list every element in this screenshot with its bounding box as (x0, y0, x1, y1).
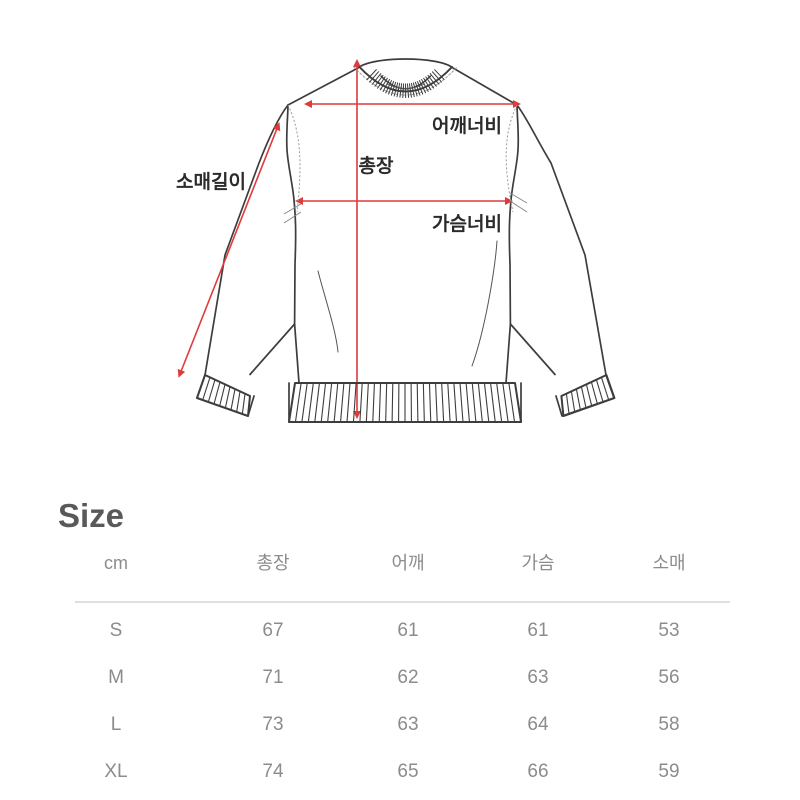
svg-text:67: 67 (262, 620, 283, 641)
svg-text:71: 71 (262, 667, 283, 688)
svg-text:소매: 소매 (652, 553, 685, 573)
svg-text:56: 56 (658, 667, 679, 688)
svg-text:어깨너비: 어깨너비 (432, 115, 502, 137)
svg-text:58: 58 (658, 714, 679, 735)
svg-text:총장: 총장 (359, 155, 394, 177)
svg-text:63: 63 (527, 667, 548, 688)
svg-text:가슴: 가슴 (521, 553, 554, 573)
svg-text:74: 74 (262, 761, 284, 782)
svg-text:어깨: 어깨 (391, 553, 424, 573)
svg-text:M: M (108, 667, 124, 688)
svg-text:66: 66 (527, 761, 548, 782)
svg-text:59: 59 (658, 761, 679, 782)
svg-text:73: 73 (262, 714, 283, 735)
svg-text:Size: Size (58, 497, 124, 534)
svg-text:S: S (110, 620, 123, 641)
svg-text:64: 64 (527, 714, 549, 735)
svg-text:53: 53 (658, 620, 679, 641)
svg-text:cm: cm (104, 553, 128, 573)
svg-text:65: 65 (397, 761, 418, 782)
svg-text:XL: XL (104, 761, 127, 782)
svg-text:총장: 총장 (256, 553, 289, 573)
svg-text:L: L (111, 714, 122, 735)
svg-text:63: 63 (397, 714, 418, 735)
svg-text:소매길이: 소매길이 (176, 171, 246, 193)
svg-text:가슴너비: 가슴너비 (432, 213, 502, 235)
svg-text:62: 62 (397, 667, 418, 688)
svg-text:61: 61 (527, 620, 548, 641)
svg-text:61: 61 (397, 620, 418, 641)
